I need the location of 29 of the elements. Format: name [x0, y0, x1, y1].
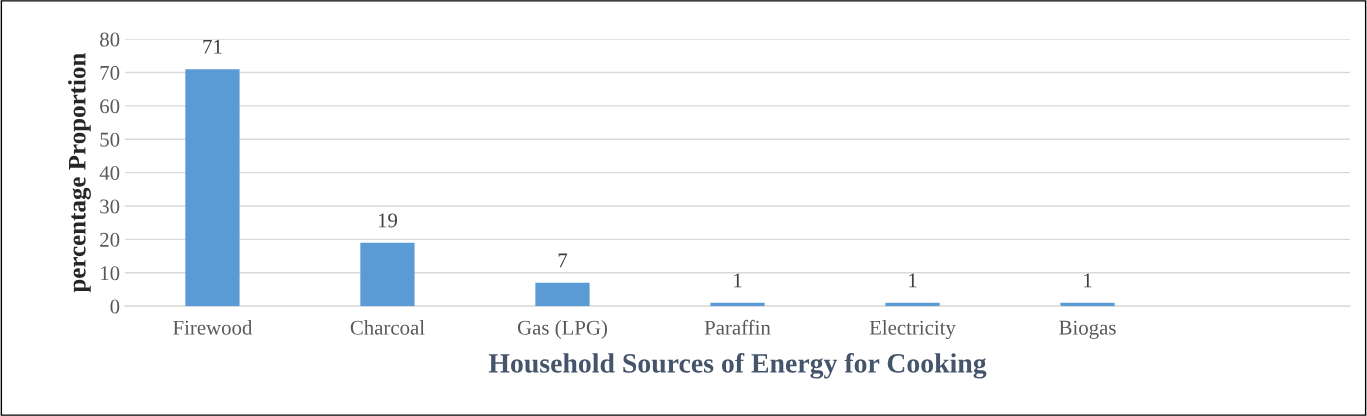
x-tick-label: Paraffin — [704, 319, 771, 335]
bar — [360, 242, 415, 307]
data-label: 19 — [378, 213, 398, 228]
data-label: 1 — [1084, 273, 1092, 288]
bar — [535, 282, 590, 307]
y-tick-label: 80 — [100, 32, 120, 47]
data-label: 1 — [909, 273, 917, 288]
x-axis-title: Household Sources of Energy for Cooking — [488, 352, 987, 379]
x-tick-label: Gas (LPG) — [517, 320, 607, 339]
data-label: 1 — [734, 273, 742, 288]
data-label: 71 — [203, 39, 222, 54]
data-label: 7 — [558, 253, 568, 268]
bar — [885, 302, 940, 307]
x-tick-label: Biogas — [1059, 320, 1116, 339]
y-axis-title: percentage Proportion — [68, 53, 91, 293]
y-tick-label: 30 — [100, 199, 120, 214]
y-tick-label: 70 — [100, 65, 120, 80]
y-tick-label: 60 — [100, 99, 120, 114]
y-tick-label: 40 — [99, 166, 120, 181]
x-tick-label: Firewood — [173, 320, 253, 335]
bar — [185, 69, 240, 307]
y-tick-label: 50 — [100, 132, 120, 147]
y-tick-label: 0 — [110, 299, 120, 314]
y-tick-label: 10 — [101, 266, 120, 281]
y-tick-label: 20 — [100, 232, 120, 247]
x-tick-label: Electricity — [869, 320, 956, 340]
x-tick-label: Charcoal — [350, 320, 425, 335]
bar — [710, 302, 765, 307]
bar — [1060, 302, 1115, 307]
